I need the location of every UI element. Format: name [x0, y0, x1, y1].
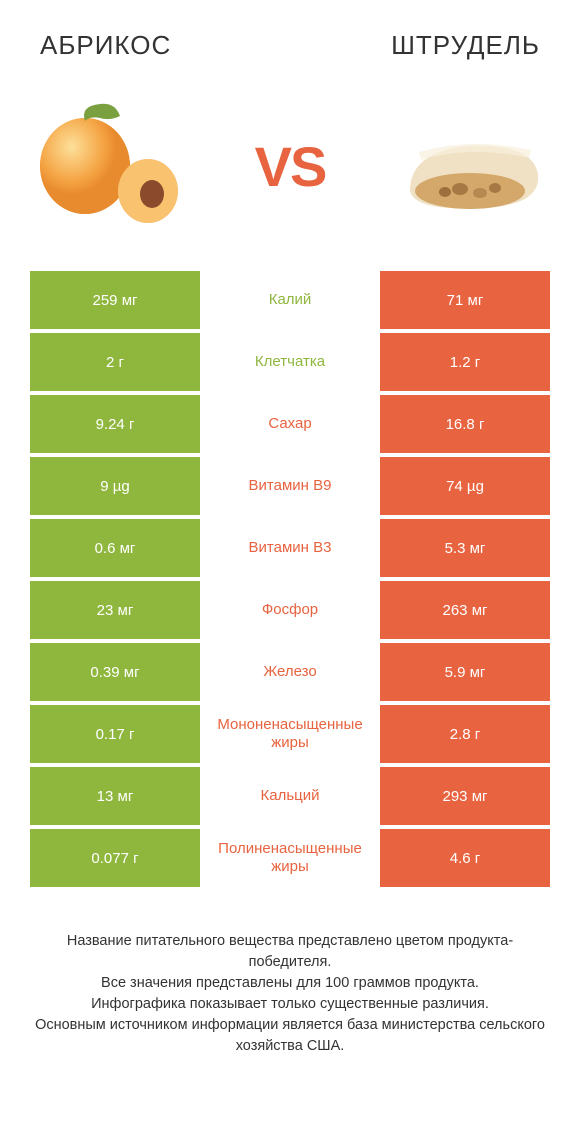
nutrient-label: Полиненасыщенные жиры: [200, 829, 380, 887]
left-food-title: АБРИКОС: [40, 30, 171, 61]
left-value: 13 мг: [30, 767, 200, 825]
left-value: 9.24 г: [30, 395, 200, 453]
right-value: 4.6 г: [380, 829, 550, 887]
table-row: 0.17 гМононенасыщенные жиры2.8 г: [30, 705, 550, 763]
right-value: 5.9 мг: [380, 643, 550, 701]
table-row: 0.39 мгЖелезо5.9 мг: [30, 643, 550, 701]
table-row: 0.077 гПолиненасыщенные жиры4.6 г: [30, 829, 550, 887]
footer-line: Основным источником информации является …: [30, 1015, 550, 1057]
nutrition-table: 259 мгКалий71 мг2 гКлетчатка1.2 г9.24 гС…: [0, 271, 580, 887]
left-value: 259 мг: [30, 271, 200, 329]
nutrient-label: Калий: [200, 271, 380, 329]
apricot-image: [30, 96, 190, 236]
left-value: 0.077 г: [30, 829, 200, 887]
header: АБРИКОС ШТРУДЕЛЬ: [0, 0, 580, 71]
table-row: 13 мгКальций293 мг: [30, 767, 550, 825]
table-row: 259 мгКалий71 мг: [30, 271, 550, 329]
nutrient-label: Сахар: [200, 395, 380, 453]
nutrient-label: Фосфор: [200, 581, 380, 639]
right-value: 2.8 г: [380, 705, 550, 763]
right-value: 1.2 г: [380, 333, 550, 391]
vs-row: VS: [0, 71, 580, 271]
right-value: 71 мг: [380, 271, 550, 329]
right-value: 5.3 мг: [380, 519, 550, 577]
nutrient-label: Железо: [200, 643, 380, 701]
nutrient-label: Витамин B9: [200, 457, 380, 515]
nutrient-label: Мононенасыщенные жиры: [200, 705, 380, 763]
vs-label: VS: [255, 134, 326, 199]
table-row: 0.6 мгВитамин B35.3 мг: [30, 519, 550, 577]
nutrient-label: Кальций: [200, 767, 380, 825]
right-value: 74 µg: [380, 457, 550, 515]
nutrient-label: Витамин B3: [200, 519, 380, 577]
table-row: 2 гКлетчатка1.2 г: [30, 333, 550, 391]
left-value: 0.39 мг: [30, 643, 200, 701]
right-food-title: ШТРУДЕЛЬ: [391, 30, 540, 61]
left-value: 9 µg: [30, 457, 200, 515]
left-value: 23 мг: [30, 581, 200, 639]
left-value: 0.17 г: [30, 705, 200, 763]
nutrient-label: Клетчатка: [200, 333, 380, 391]
left-value: 0.6 мг: [30, 519, 200, 577]
table-row: 23 мгФосфор263 мг: [30, 581, 550, 639]
footer-line: Инфографика показывает только существенн…: [30, 994, 550, 1015]
table-row: 9.24 гСахар16.8 г: [30, 395, 550, 453]
strudel-image: [390, 96, 550, 236]
table-row: 9 µgВитамин B974 µg: [30, 457, 550, 515]
right-value: 16.8 г: [380, 395, 550, 453]
right-value: 293 мг: [380, 767, 550, 825]
right-value: 263 мг: [380, 581, 550, 639]
footer-text: Название питательного вещества представл…: [0, 891, 580, 1077]
left-value: 2 г: [30, 333, 200, 391]
footer-line: Название питательного вещества представл…: [30, 931, 550, 973]
footer-line: Все значения представлены для 100 граммо…: [30, 973, 550, 994]
